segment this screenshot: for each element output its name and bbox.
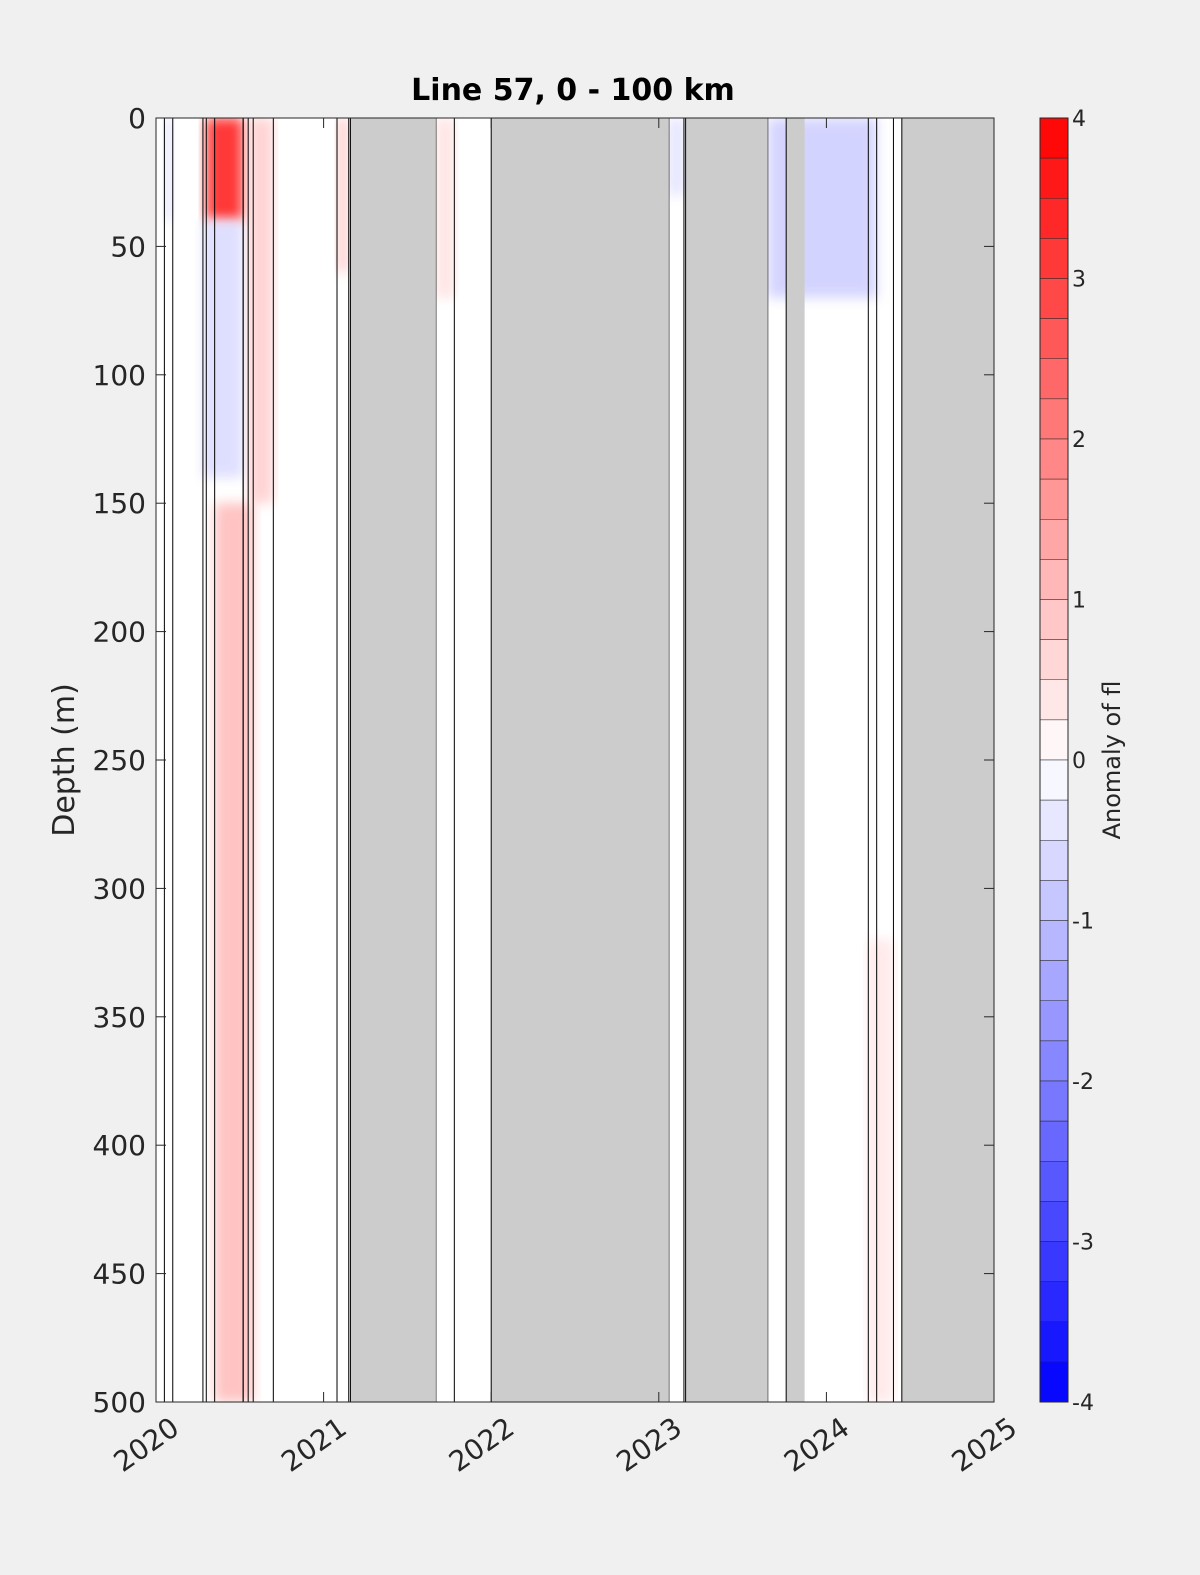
colorbar-segment xyxy=(1039,519,1069,560)
plot-area xyxy=(155,117,995,1403)
colorbar-segment xyxy=(1039,1000,1069,1042)
y-tick-label: 450 xyxy=(93,1258,146,1291)
missing-data-band xyxy=(901,118,994,1402)
colorbar-segment xyxy=(1039,238,1069,279)
anomaly-patch xyxy=(668,118,684,196)
colorbar-segment xyxy=(1039,719,1069,761)
anomaly-patch xyxy=(248,118,274,504)
colorbar-tick-label: -3 xyxy=(1072,1231,1094,1256)
colorbar-segment xyxy=(1039,559,1069,600)
anomaly-patch xyxy=(206,118,244,221)
y-tick-label: 400 xyxy=(93,1129,146,1162)
colorbar-segment xyxy=(1039,1080,1069,1122)
chart-title: Line 57, 0 - 100 km xyxy=(411,73,735,108)
y-tick-label: 500 xyxy=(93,1386,146,1419)
y-axis-label: Depth (m) xyxy=(47,683,82,837)
colorbar-segment xyxy=(1039,599,1069,640)
colorbar-segment xyxy=(1039,920,1069,961)
colorbar-label: Anomaly of fl xyxy=(1098,681,1126,840)
missing-data-band xyxy=(350,118,436,1402)
anomaly-patch xyxy=(202,220,244,478)
colorbar-tick-label: 4 xyxy=(1072,107,1086,132)
colorbar-segment xyxy=(1039,1120,1069,1162)
missing-data xyxy=(349,118,994,1402)
colorbar-frame xyxy=(1039,117,1069,1403)
colorbar-tick-label: 1 xyxy=(1072,589,1086,614)
colorbar-tick-label: -1 xyxy=(1072,910,1094,935)
colorbar-tick-label: -4 xyxy=(1072,1391,1094,1416)
colorbar-segment xyxy=(1039,840,1069,881)
colorbar: -4 -3 -2 -1 0 1 2 3 4 xyxy=(1039,107,1094,1416)
anomaly-patch xyxy=(435,118,455,298)
colorbar-tick-label: 0 xyxy=(1072,749,1086,774)
colorbar-tick-label: 3 xyxy=(1072,268,1086,293)
anomaly-patch xyxy=(868,939,894,1402)
missing-data-band xyxy=(685,118,768,1402)
anomaly-patch xyxy=(337,118,349,273)
y-tick-label: 350 xyxy=(93,1001,146,1034)
colorbar-segment xyxy=(1039,679,1069,721)
y-tick-label: 300 xyxy=(93,872,146,905)
y-tick-label: 100 xyxy=(93,359,146,392)
anomaly-patch xyxy=(767,118,877,298)
colorbar-segment xyxy=(1039,1241,1069,1282)
colorbar-segment xyxy=(1039,318,1069,359)
y-tick-label: 50 xyxy=(110,230,146,263)
colorbar-segment xyxy=(1039,157,1069,199)
y-tick-label: 250 xyxy=(93,744,146,777)
colorbar-tick-label: 2 xyxy=(1072,428,1086,453)
colorbar-segment xyxy=(1039,1321,1069,1363)
colorbar-segment xyxy=(1039,1161,1069,1202)
missing-data-band xyxy=(786,118,805,1402)
anomaly-patch xyxy=(164,118,173,221)
colorbar-segment xyxy=(1039,117,1069,159)
colorbar-segment xyxy=(1039,278,1069,319)
colorbar-segment xyxy=(1039,1040,1069,1082)
colorbar-segment xyxy=(1039,1201,1069,1242)
y-tick-label: 150 xyxy=(93,487,146,520)
colorbar-segment xyxy=(1039,438,1069,480)
colorbar-segment xyxy=(1039,1361,1069,1403)
colorbar-segment xyxy=(1039,198,1069,239)
colorbar-segment xyxy=(1039,880,1069,921)
colorbar-tick-label: -2 xyxy=(1072,1070,1094,1095)
colorbar-segment xyxy=(1039,639,1069,680)
y-axis: 0 50 100 150 200 250 300 350 400 450 500 xyxy=(93,102,994,1419)
colorbar-segment xyxy=(1039,799,1069,841)
colorbar-segment xyxy=(1039,759,1069,801)
colorbar-segment xyxy=(1039,358,1069,400)
colorbar-segment xyxy=(1039,478,1069,520)
y-tick-label: 200 xyxy=(93,616,146,649)
missing-data-band xyxy=(491,118,669,1402)
colorbar-segment xyxy=(1039,960,1069,1001)
colorbar-segment xyxy=(1039,398,1069,440)
colorbar-segment xyxy=(1039,1281,1069,1322)
y-tick-label: 0 xyxy=(128,102,146,135)
anomaly-patch xyxy=(214,503,254,1402)
